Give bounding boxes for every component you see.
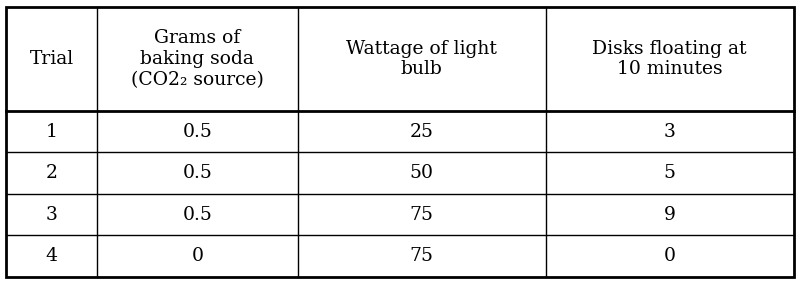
Text: 0.5: 0.5 bbox=[182, 164, 212, 182]
Text: 9: 9 bbox=[664, 206, 675, 224]
Text: Disks floating at
10 minutes: Disks floating at 10 minutes bbox=[592, 40, 747, 78]
Text: 4: 4 bbox=[46, 247, 58, 265]
Text: 0: 0 bbox=[664, 247, 676, 265]
Text: 2: 2 bbox=[46, 164, 58, 182]
Text: 75: 75 bbox=[410, 247, 434, 265]
Text: 3: 3 bbox=[46, 206, 58, 224]
Text: 0.5: 0.5 bbox=[182, 123, 212, 141]
Text: 1: 1 bbox=[46, 123, 58, 141]
Text: 75: 75 bbox=[410, 206, 434, 224]
Text: Trial: Trial bbox=[30, 50, 74, 68]
Text: Wattage of light
bulb: Wattage of light bulb bbox=[346, 40, 497, 78]
Text: 3: 3 bbox=[664, 123, 675, 141]
Text: 5: 5 bbox=[664, 164, 676, 182]
Text: Grams of
baking soda
(CO2₂ source): Grams of baking soda (CO2₂ source) bbox=[131, 29, 264, 89]
Text: 25: 25 bbox=[410, 123, 434, 141]
Text: 50: 50 bbox=[410, 164, 434, 182]
Text: 0: 0 bbox=[191, 247, 203, 265]
Text: 0.5: 0.5 bbox=[182, 206, 212, 224]
